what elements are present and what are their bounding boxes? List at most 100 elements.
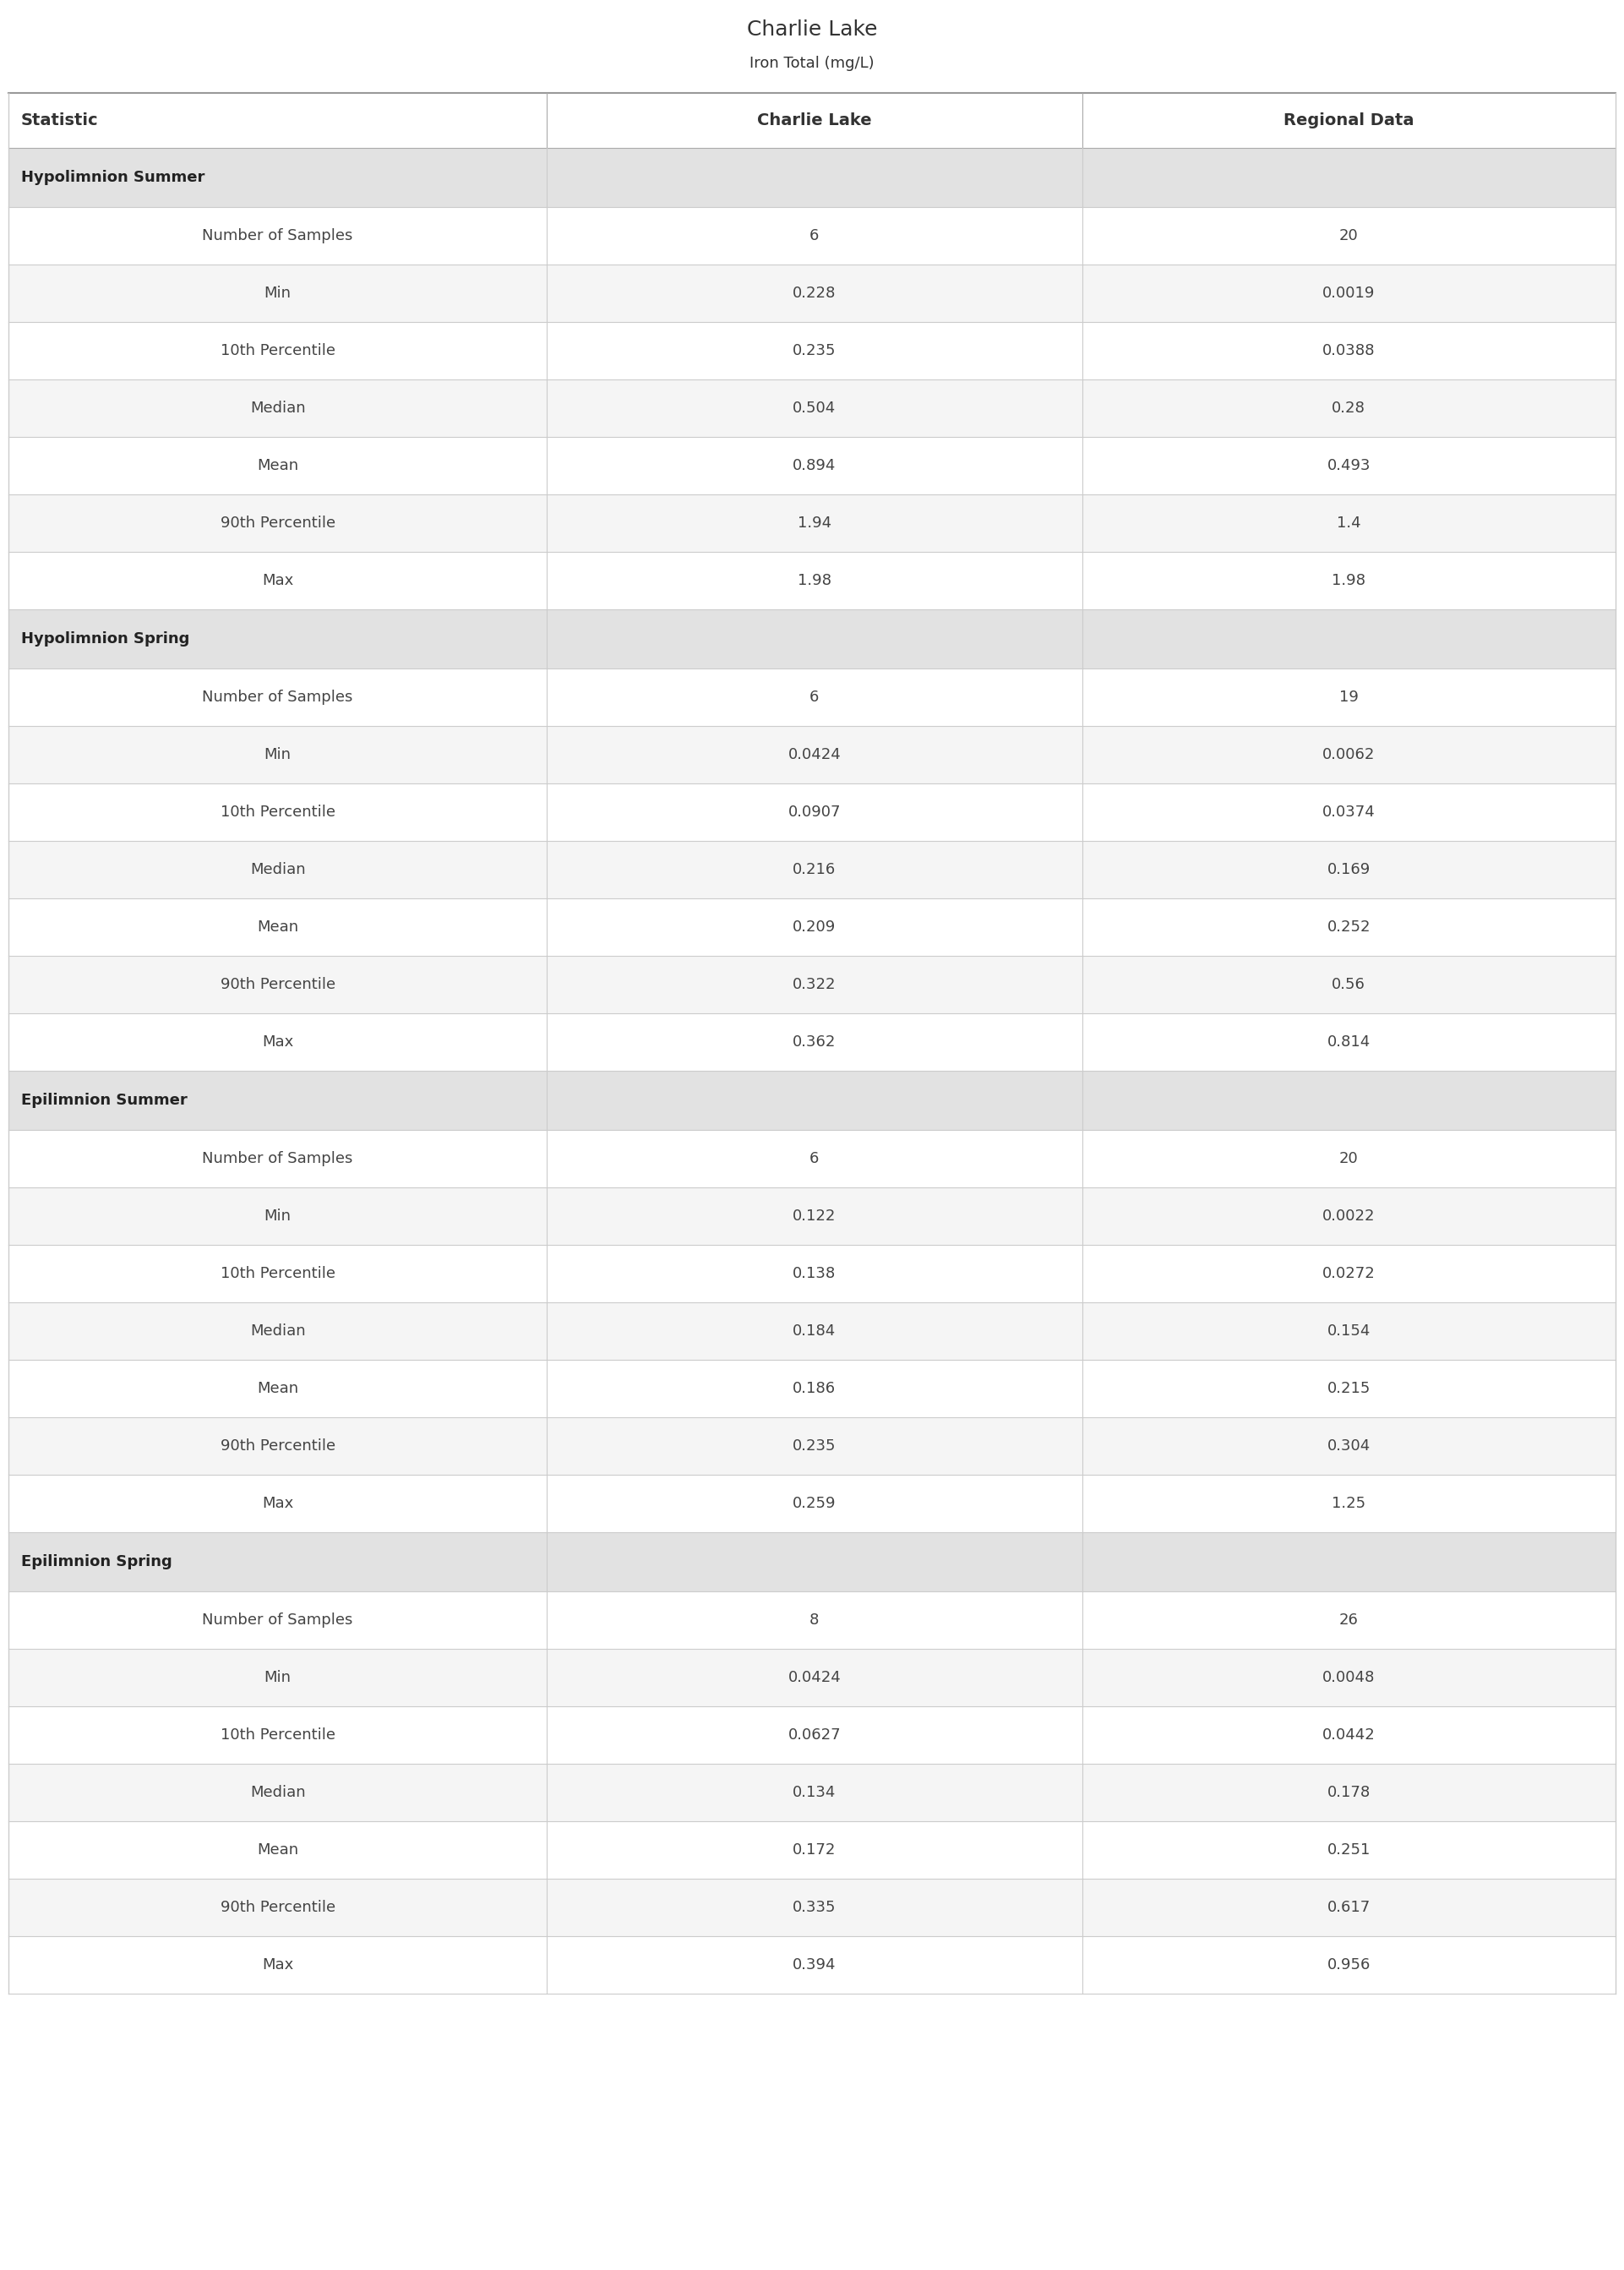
Text: 0.56: 0.56 xyxy=(1332,976,1366,992)
Text: 0.814: 0.814 xyxy=(1327,1035,1371,1049)
Text: 10th Percentile: 10th Percentile xyxy=(221,1267,335,1280)
Bar xyxy=(8,1244,1616,1303)
Text: 0.0424: 0.0424 xyxy=(788,1671,841,1684)
Text: 0.216: 0.216 xyxy=(793,863,836,876)
Text: 6: 6 xyxy=(810,229,818,243)
Bar xyxy=(8,1591,1616,1648)
Text: 0.0374: 0.0374 xyxy=(1322,804,1376,819)
Text: Iron Total (mg/L): Iron Total (mg/L) xyxy=(750,57,874,70)
Bar xyxy=(8,495,1616,552)
Bar xyxy=(8,1880,1616,1936)
Text: Hypolimnion Summer: Hypolimnion Summer xyxy=(21,170,205,186)
Bar xyxy=(8,1476,1616,1532)
Text: 0.235: 0.235 xyxy=(793,1439,836,1453)
Text: 0.251: 0.251 xyxy=(1327,1843,1371,1857)
Text: 0.252: 0.252 xyxy=(1327,919,1371,935)
Text: 0.335: 0.335 xyxy=(793,1900,836,1916)
Text: 0.956: 0.956 xyxy=(1327,1957,1371,1973)
Bar xyxy=(8,1187,1616,1244)
Text: 20: 20 xyxy=(1340,229,1358,243)
Text: 0.0627: 0.0627 xyxy=(788,1727,841,1743)
Text: 6: 6 xyxy=(810,1151,818,1167)
Text: Number of Samples: Number of Samples xyxy=(203,229,352,243)
Text: 0.169: 0.169 xyxy=(1327,863,1371,876)
Text: 0.894: 0.894 xyxy=(793,459,836,472)
Text: 1.25: 1.25 xyxy=(1332,1496,1366,1512)
Bar xyxy=(8,1012,1616,1071)
Text: 10th Percentile: 10th Percentile xyxy=(221,804,335,819)
Text: 19: 19 xyxy=(1340,690,1358,704)
Bar xyxy=(8,148,1616,207)
Text: 0.209: 0.209 xyxy=(793,919,836,935)
Bar xyxy=(8,266,1616,322)
Text: 20: 20 xyxy=(1340,1151,1358,1167)
Text: Max: Max xyxy=(261,572,294,588)
Text: Max: Max xyxy=(261,1035,294,1049)
Bar xyxy=(8,608,1616,667)
Text: 0.504: 0.504 xyxy=(793,400,836,415)
Bar xyxy=(8,1764,1616,1821)
Text: 0.0022: 0.0022 xyxy=(1322,1208,1376,1224)
Text: Median: Median xyxy=(250,1323,305,1339)
Text: 8: 8 xyxy=(810,1612,818,1628)
Text: 0.28: 0.28 xyxy=(1332,400,1366,415)
Text: 0.0388: 0.0388 xyxy=(1322,343,1376,359)
Bar xyxy=(8,207,1616,266)
Text: 90th Percentile: 90th Percentile xyxy=(221,976,335,992)
Bar xyxy=(8,1532,1616,1591)
Text: Median: Median xyxy=(250,863,305,876)
Text: Max: Max xyxy=(261,1957,294,1973)
Text: 26: 26 xyxy=(1340,1612,1358,1628)
Text: 0.0907: 0.0907 xyxy=(788,804,841,819)
Text: 1.98: 1.98 xyxy=(797,572,831,588)
Bar xyxy=(8,840,1616,899)
Text: Min: Min xyxy=(265,1208,291,1224)
Bar xyxy=(8,436,1616,495)
Bar xyxy=(8,322,1616,379)
Text: 0.0424: 0.0424 xyxy=(788,747,841,763)
Text: 1.98: 1.98 xyxy=(1332,572,1366,588)
Text: 1.94: 1.94 xyxy=(797,515,831,531)
Bar xyxy=(8,956,1616,1012)
Text: Max: Max xyxy=(261,1496,294,1512)
Text: 0.0442: 0.0442 xyxy=(1322,1727,1376,1743)
Text: 0.138: 0.138 xyxy=(793,1267,836,1280)
Bar xyxy=(8,899,1616,956)
Text: Min: Min xyxy=(265,1671,291,1684)
Text: Min: Min xyxy=(265,286,291,302)
Text: 90th Percentile: 90th Percentile xyxy=(221,1900,335,1916)
Text: Median: Median xyxy=(250,400,305,415)
Text: Epilimnion Summer: Epilimnion Summer xyxy=(21,1092,187,1108)
Bar xyxy=(8,726,1616,783)
Text: 0.0062: 0.0062 xyxy=(1322,747,1376,763)
Text: 0.0019: 0.0019 xyxy=(1322,286,1376,302)
Text: 0.0272: 0.0272 xyxy=(1322,1267,1376,1280)
Text: 90th Percentile: 90th Percentile xyxy=(221,1439,335,1453)
Text: 90th Percentile: 90th Percentile xyxy=(221,515,335,531)
Text: 0.493: 0.493 xyxy=(1327,459,1371,472)
Bar xyxy=(8,1130,1616,1187)
Text: Statistic: Statistic xyxy=(21,114,99,129)
Text: 0.0048: 0.0048 xyxy=(1322,1671,1376,1684)
Text: 0.186: 0.186 xyxy=(793,1380,836,1396)
Bar xyxy=(8,1416,1616,1476)
Text: 0.122: 0.122 xyxy=(793,1208,836,1224)
Text: 0.394: 0.394 xyxy=(793,1957,836,1973)
Text: 0.184: 0.184 xyxy=(793,1323,836,1339)
Text: Charlie Lake: Charlie Lake xyxy=(757,114,872,129)
Bar xyxy=(8,1648,1616,1707)
Text: 0.134: 0.134 xyxy=(793,1784,836,1800)
Text: 10th Percentile: 10th Percentile xyxy=(221,343,335,359)
Bar xyxy=(8,552,1616,608)
Text: Charlie Lake: Charlie Lake xyxy=(747,20,877,39)
Bar xyxy=(8,667,1616,726)
Bar xyxy=(8,1071,1616,1130)
Text: Median: Median xyxy=(250,1784,305,1800)
Text: Hypolimnion Spring: Hypolimnion Spring xyxy=(21,631,190,647)
Text: 1.4: 1.4 xyxy=(1337,515,1361,531)
Text: Mean: Mean xyxy=(257,1843,299,1857)
Text: Number of Samples: Number of Samples xyxy=(203,1612,352,1628)
Text: Mean: Mean xyxy=(257,459,299,472)
Bar xyxy=(8,379,1616,436)
Bar xyxy=(8,93,1616,148)
